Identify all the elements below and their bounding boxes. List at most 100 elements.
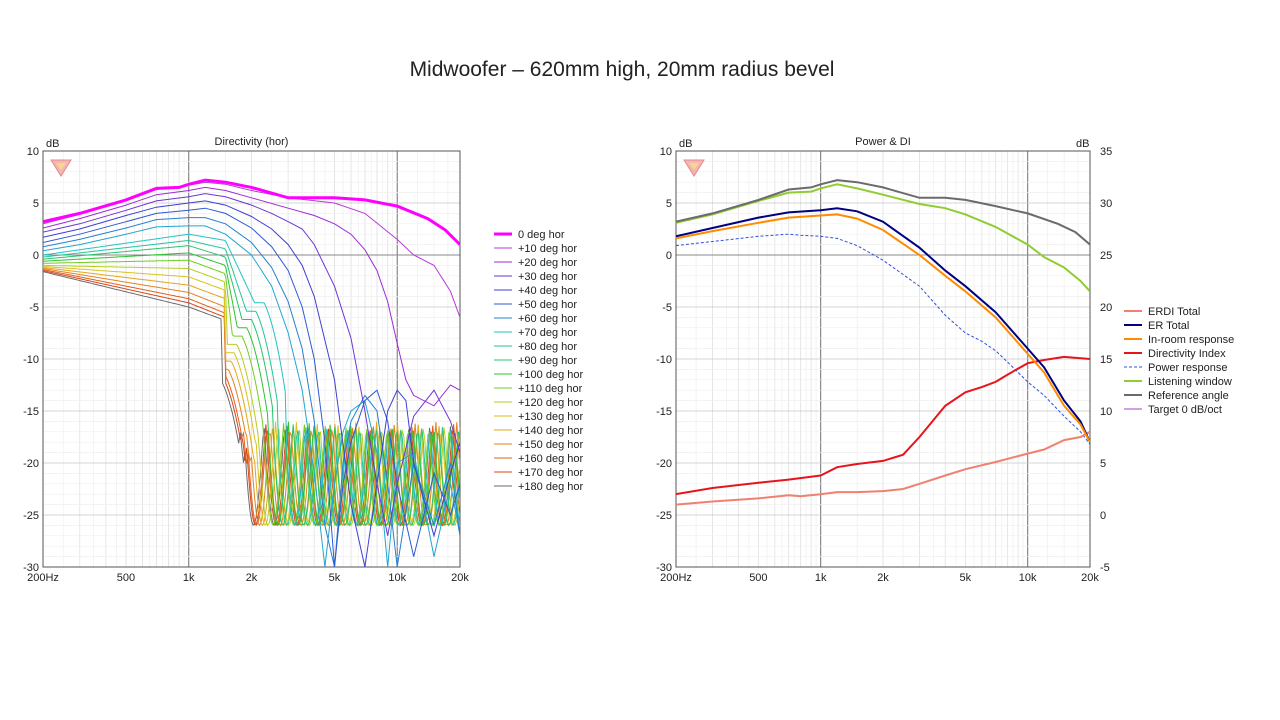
directivity-legend: 0 deg hor +10 deg hor +20 deg hor +30 deg h… <box>494 229 583 493</box>
series-group <box>43 178 460 567</box>
legend-entry: +10 deg hor <box>518 243 577 255</box>
series-line-listening-window <box>676 183 1090 293</box>
series-line--20-deg-hor <box>43 186 460 407</box>
series-line--80-deg-hor <box>43 239 460 527</box>
legend-entry: +20 deg hor <box>518 257 577 269</box>
x-tick-label: 5k <box>960 572 972 584</box>
legend-entry: +130 deg hor <box>518 411 583 423</box>
logo-icon <box>683 159 705 177</box>
series-line-er-total <box>676 207 1090 443</box>
series-line-reference-angle <box>676 179 1090 246</box>
series-line-power-response <box>676 233 1090 445</box>
y-tick-label: 10 <box>660 146 672 158</box>
series-line--150-deg-hor <box>43 268 460 527</box>
panel-title: Directivity (hor) <box>215 136 289 148</box>
y-tick-label: -30 <box>656 562 672 574</box>
y-tick-label: -10 <box>656 354 672 366</box>
x-tick-label: 2k <box>246 572 258 584</box>
series-line--30-deg-hor <box>43 193 460 536</box>
y-tick-label: -20 <box>23 458 39 470</box>
y-axis-label: dB <box>679 138 692 150</box>
y-tick-label: -25 <box>656 510 672 522</box>
y-tick-label: -15 <box>656 406 672 418</box>
y-tick-label: 0 <box>33 250 39 262</box>
y-tick-label: -30 <box>23 562 39 574</box>
x-tick-label: 20k <box>451 572 469 584</box>
series-line-in-room-response <box>676 213 1090 443</box>
legend-entry: ERDI Total <box>1148 306 1200 318</box>
y-tick-label: 5 <box>666 198 672 210</box>
legend-entry: +40 deg hor <box>518 285 577 297</box>
y2-tick-label: 30 <box>1100 198 1112 210</box>
y2-tick-label: 0 <box>1100 510 1106 522</box>
y-tick-label: -20 <box>656 458 672 470</box>
legend-entry: +160 deg hor <box>518 453 583 465</box>
x-tick-label: 200Hz <box>27 572 59 584</box>
legend-entry: Power response <box>1148 362 1228 374</box>
legend-entry: +150 deg hor <box>518 439 583 451</box>
legend-entry: +120 deg hor <box>518 397 583 409</box>
series-line--50-deg-hor <box>43 207 460 567</box>
y-tick-label: -15 <box>23 406 39 418</box>
legend-entry: +180 deg hor <box>518 481 583 493</box>
y-tick-label: 0 <box>666 250 672 262</box>
y2-tick-label: 25 <box>1100 250 1112 262</box>
legend-entry: Target 0 dB/oct <box>1148 404 1222 416</box>
series-line--110-deg-hor <box>43 259 460 527</box>
power-di-legend: ERDI Total ER Total In-room response Direct… <box>1124 306 1234 416</box>
legend-entry: +60 deg hor <box>518 313 577 325</box>
y2-tick-label: 5 <box>1100 458 1106 470</box>
x-tick-label: 500 <box>117 572 135 584</box>
legend-entry: +140 deg hor <box>518 425 583 437</box>
series-line-erdi-total <box>676 430 1090 506</box>
legend-entry: +170 deg hor <box>518 467 583 479</box>
legend-entry: +90 deg hor <box>518 355 577 367</box>
y2-tick-label: 35 <box>1100 146 1112 158</box>
legend-entry: Reference angle <box>1148 390 1229 402</box>
x-tick-label: 20k <box>1081 572 1099 584</box>
legend-entry: +30 deg hor <box>518 271 577 283</box>
legend-entry: +70 deg hor <box>518 327 577 339</box>
y2-tick-label: 20 <box>1100 302 1112 314</box>
legend-entry: ER Total <box>1148 320 1189 332</box>
legend-entry: +110 deg hor <box>518 383 583 395</box>
legend-entry: +100 deg hor <box>518 369 583 381</box>
series-line--70-deg-hor <box>43 233 460 527</box>
main-title: Midwoofer – 620mm high, 20mm radius beve… <box>409 58 835 81</box>
x-tick-label: 10k <box>388 572 406 584</box>
x-tick-label: 10k <box>1019 572 1037 584</box>
legend-entry: 0 deg hor <box>518 229 565 241</box>
legend-entry: In-room response <box>1148 334 1234 346</box>
legend-entry: +50 deg hor <box>518 299 577 311</box>
series-group <box>676 179 1090 506</box>
legend-entry: +80 deg hor <box>518 341 577 353</box>
legend-entry: Listening window <box>1148 376 1232 388</box>
y2-tick-label: 15 <box>1100 354 1112 366</box>
x-tick-label: 2k <box>877 572 889 584</box>
y-tick-label: 5 <box>33 198 39 210</box>
y-axis-label: dB <box>46 138 59 150</box>
x-tick-label: 500 <box>749 572 767 584</box>
series-line-directivity-index <box>676 355 1090 496</box>
y-tick-label: -5 <box>662 302 672 314</box>
y-tick-label: -25 <box>23 510 39 522</box>
legend-entry: Directivity Index <box>1148 348 1226 360</box>
series-line-0-deg-hor <box>43 178 460 246</box>
x-tick-label: 200Hz <box>660 572 692 584</box>
chart-panel-1: dB Directivity (hor) 10 5 0 -5 -10 -15 -20 -25 -30… <box>23 136 469 584</box>
panel-title: Power & DI <box>855 136 911 148</box>
x-tick-label: 5k <box>329 572 341 584</box>
chart-panel-2: dB dB Power & DI 10 5 0 -5 -10 -15 -20 -25 -30 35 30 2… <box>656 136 1112 584</box>
plot-frame <box>42 150 461 568</box>
y2-tick-label: 10 <box>1100 406 1112 418</box>
y2-tick-label: -5 <box>1100 562 1110 574</box>
y-tick-label: -5 <box>29 302 39 314</box>
series-line--60-deg-hor <box>43 225 460 567</box>
y-tick-label: -10 <box>23 354 39 366</box>
x-tick-label: 1k <box>815 572 827 584</box>
y2-axis-label: dB <box>1076 138 1089 150</box>
y-tick-label: 10 <box>27 146 39 158</box>
series-line--40-deg-hor <box>43 200 460 567</box>
series-line--60-deg-hor <box>43 217 460 567</box>
